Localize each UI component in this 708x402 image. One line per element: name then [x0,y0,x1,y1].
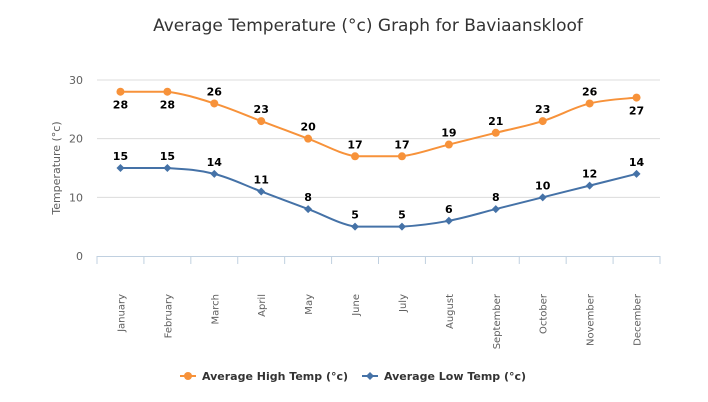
x-tick-label: October [539,293,550,334]
series-line [120,90,637,158]
data-point[interactable] [257,117,266,126]
data-label: 8 [492,191,500,204]
legend[interactable]: Average High Temp (°c) Average Low Temp (… [180,370,526,383]
data-point[interactable] [585,99,594,108]
x-tick-label: July [398,294,409,313]
data-point[interactable] [585,181,594,190]
data-point[interactable] [444,216,453,225]
data-label: 15 [113,150,128,163]
data-label: 14 [207,156,223,169]
data-label: 5 [398,209,406,222]
legend-marker [184,372,192,380]
data-point[interactable] [632,169,641,178]
legend-label: Average High Temp (°c) [202,370,348,383]
data-label: 15 [160,150,175,163]
series-high: 28 28 26 23 20 17 17 19 21 23 26 27 [113,85,644,161]
grid-lines [97,79,660,198]
y-tick-label: 30 [69,74,83,87]
x-tick-label: November [586,293,597,346]
data-point[interactable] [210,99,219,108]
data-label: 11 [254,173,269,186]
data-label: 28 [160,99,175,112]
data-point[interactable] [163,164,172,172]
x-tick-label: January [116,294,127,333]
data-label: 12 [582,168,597,181]
x-tick-label: June [351,294,362,317]
y-axis-label: Temperature (°c) [50,121,63,215]
data-label: 8 [304,191,312,204]
data-point[interactable] [397,152,406,161]
data-label: 10 [535,179,551,192]
legend-marker [366,372,374,380]
y-tick-label: 0 [76,250,83,263]
data-label: 14 [629,156,645,169]
data-point[interactable] [304,205,313,214]
data-label: 21 [488,115,503,128]
data-label: 6 [445,203,453,216]
data-label: 26 [207,85,223,98]
y-axis-ticks: 0 10 20 30 [69,74,83,263]
data-point[interactable] [304,134,313,143]
data-label: 23 [254,103,269,116]
y-tick-label: 20 [69,133,83,146]
data-point[interactable] [538,117,547,126]
data-point[interactable] [257,187,266,196]
data-label: 23 [535,103,550,116]
data-point[interactable] [491,128,500,137]
legend-item-low[interactable]: Average Low Temp (°c) [362,370,526,383]
x-tick-label: May [304,294,315,315]
x-tick-label: February [163,294,174,338]
data-point[interactable] [116,87,125,96]
y-tick-label: 10 [69,191,83,204]
data-label: 26 [582,85,598,98]
data-point[interactable] [538,193,547,202]
data-point[interactable] [116,164,125,172]
x-tick-label: September [492,293,503,349]
data-label: 28 [113,99,128,112]
x-tick-label: August [445,294,456,329]
x-tick-label: March [210,294,221,324]
data-point[interactable] [397,222,406,231]
x-tick-label: April [257,294,268,317]
data-point[interactable] [351,222,360,231]
x-tick-label: December [633,293,644,346]
data-label: 19 [441,127,456,140]
chart-title: Average Temperature (°c) Graph for Bavia… [153,16,584,36]
data-point[interactable] [351,152,360,161]
data-label: 20 [300,121,316,134]
data-point[interactable] [491,205,500,214]
data-point[interactable] [632,93,641,102]
data-label: 27 [629,105,644,118]
series-line [120,167,637,228]
data-label: 17 [347,138,362,151]
data-point[interactable] [163,87,172,96]
data-point[interactable] [210,169,219,178]
series-low: 15 15 14 11 8 5 5 6 8 10 12 14 [113,150,645,231]
legend-label: Average Low Temp (°c) [384,370,526,383]
data-point[interactable] [444,140,453,149]
data-label: 17 [394,138,409,151]
legend-item-high[interactable]: Average High Temp (°c) [180,370,348,383]
data-label: 5 [351,209,359,222]
x-axis: January February March April May June July Augu… [96,256,661,349]
